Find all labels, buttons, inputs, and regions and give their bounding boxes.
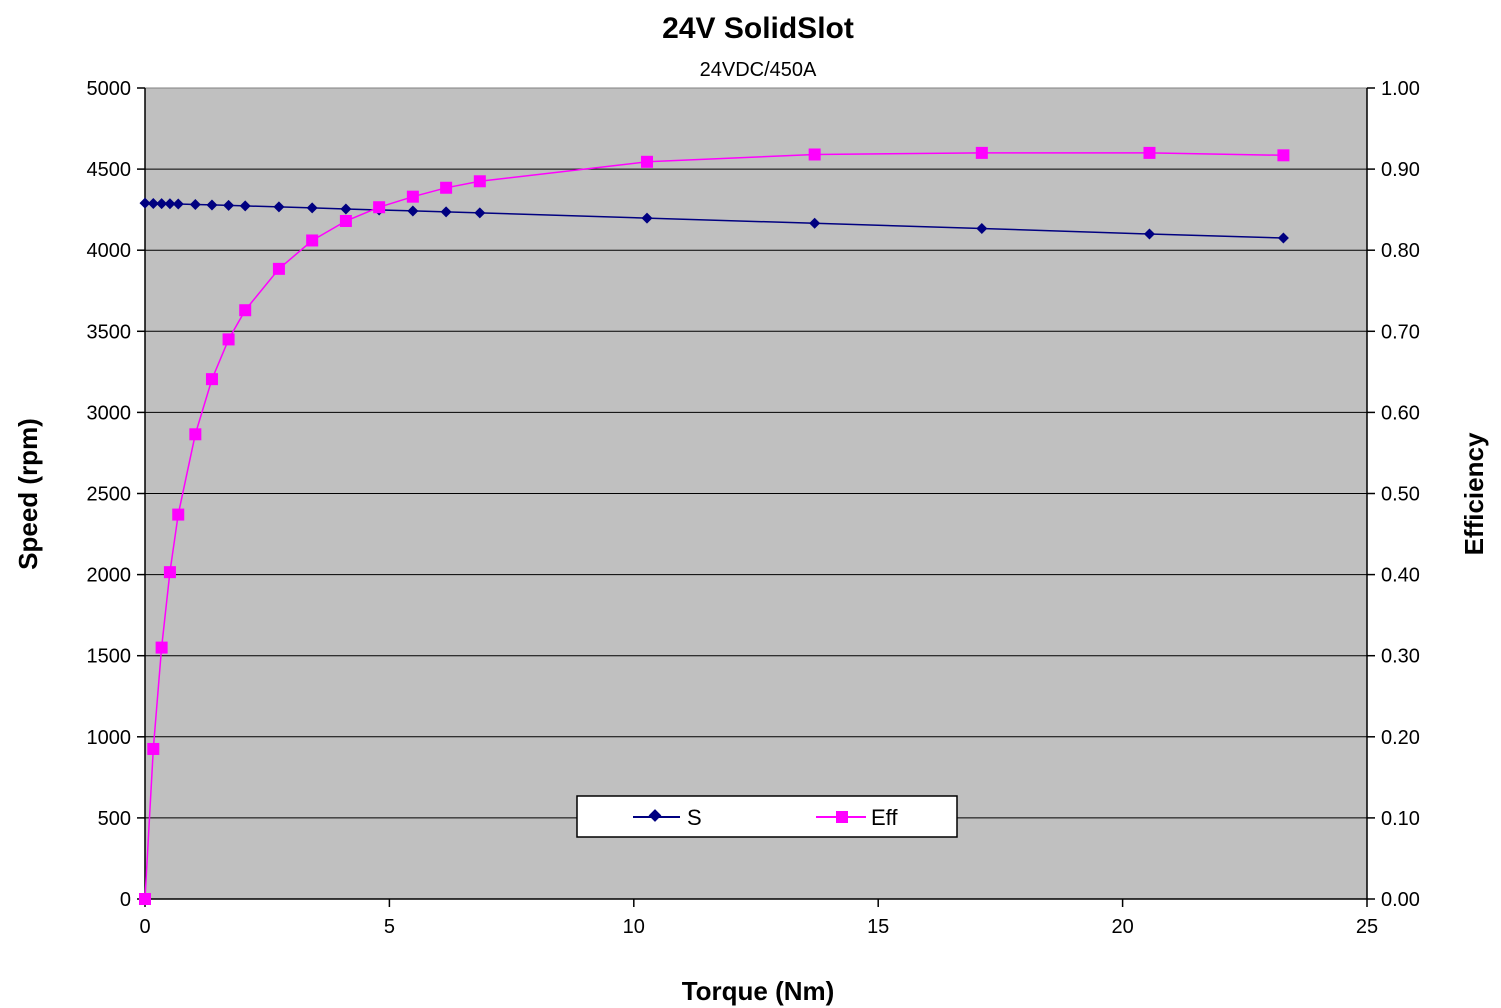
y-tick-label-7: 3500 [87, 321, 132, 343]
x-axis-title: Torque (Nm) [682, 976, 835, 1006]
y2-tick-label-4: 0.40 [1381, 565, 1420, 587]
axes [137, 87, 1375, 907]
y-tick-label-5: 2500 [87, 484, 132, 506]
y2-tick-label-3: 0.30 [1381, 646, 1420, 668]
legend: S Eff [576, 795, 958, 838]
point-s-7 [223, 199, 235, 211]
point-s-17 [809, 217, 821, 229]
x-tick-label-2: 10 [623, 916, 645, 938]
point-eff-7 [222, 333, 235, 346]
point-eff-0 [139, 893, 151, 905]
x-tick-label-5: 25 [1356, 916, 1378, 938]
point-eff-13 [406, 190, 419, 203]
y-tick-label-9: 4500 [87, 159, 132, 181]
y2-tick-label-8: 0.80 [1381, 240, 1420, 262]
point-s-11 [340, 203, 352, 215]
y2-axis-tick-labels: 0.00 0.10 0.20 0.30 0.40 0.50 0.60 0.70 0.80 0.90… [1381, 78, 1420, 911]
series-eff [139, 146, 1290, 905]
y-tick-label-8: 4000 [87, 240, 132, 262]
point-eff-6 [205, 373, 218, 386]
point-s-6 [206, 199, 218, 211]
point-eff-11 [339, 215, 352, 228]
point-s-16 [641, 212, 653, 224]
y-tick-label-2: 1000 [87, 727, 132, 749]
point-eff-20 [1277, 149, 1290, 162]
y2-tick-label-9: 0.90 [1381, 159, 1420, 181]
legend-marker-eff [836, 811, 848, 823]
y2-tick-label-2: 0.20 [1381, 727, 1420, 749]
y-tick-label-10: 5000 [87, 78, 132, 100]
point-eff-15 [473, 175, 486, 188]
chart-subtitle: 24VDC/450A [700, 59, 817, 81]
point-s-19 [1143, 228, 1155, 240]
point-s-0 [139, 197, 151, 209]
point-s-8 [239, 200, 251, 212]
y-axis-title: Speed (rpm) [13, 418, 43, 570]
x-tick-label-1: 5 [384, 916, 395, 938]
point-s-14 [440, 206, 452, 218]
point-eff-16 [640, 155, 653, 168]
x-tick-label-3: 15 [867, 916, 889, 938]
point-s-3 [164, 198, 176, 210]
y2-tick-label-10: 1.00 [1381, 78, 1420, 100]
point-eff-5 [189, 428, 202, 441]
y-tick-label-4: 2000 [87, 565, 132, 587]
y-tick-label-6: 3000 [87, 402, 132, 424]
point-s-18 [976, 222, 988, 234]
point-s-20 [1277, 232, 1289, 244]
point-eff-4 [172, 508, 185, 521]
x-axis-tick-labels: 0 5 10 15 20 25 [139, 916, 1378, 938]
series-layer [139, 146, 1290, 905]
point-s-15 [474, 207, 486, 219]
point-s-10 [306, 202, 318, 214]
point-eff-9 [272, 262, 285, 275]
point-eff-14 [440, 181, 453, 194]
point-eff-12 [373, 201, 386, 214]
point-s-4 [172, 198, 184, 210]
y-tick-label-0: 0 [120, 889, 131, 911]
y2-tick-label-5: 0.50 [1381, 484, 1420, 506]
gridlines [145, 168, 1367, 819]
point-eff-3 [163, 566, 176, 579]
x-tick-label-4: 20 [1111, 916, 1133, 938]
point-s-13 [407, 205, 419, 217]
x-tick-label-0: 0 [139, 916, 150, 938]
point-eff-1 [147, 742, 160, 755]
point-eff-18 [975, 146, 988, 159]
point-eff-19 [1143, 146, 1156, 159]
point-s-9 [273, 201, 285, 213]
point-eff-10 [306, 234, 319, 247]
y2-tick-label-0: 0.00 [1381, 889, 1420, 911]
y-tick-label-3: 1500 [87, 646, 132, 668]
y-tick-label-1: 500 [98, 808, 131, 830]
chart-title: 24V SolidSlot [662, 12, 854, 45]
y2-axis-title: Efficiency [1459, 432, 1489, 555]
point-eff-8 [239, 304, 252, 317]
point-s-1 [147, 197, 159, 209]
point-s-2 [156, 198, 168, 210]
point-eff-2 [155, 641, 168, 654]
legend-label-s: S [687, 805, 702, 830]
point-eff-17 [808, 148, 821, 161]
y2-tick-label-6: 0.60 [1381, 402, 1420, 424]
y2-tick-label-7: 0.70 [1381, 321, 1420, 343]
legend-label-eff: Eff [871, 805, 898, 830]
y2-tick-label-1: 0.10 [1381, 808, 1420, 830]
y-axis-tick-labels: 0 500 1000 1500 2000 2500 3000 3500 4000 4500 5000 [87, 78, 132, 911]
series-s [139, 197, 1289, 244]
point-s-5 [189, 198, 201, 210]
